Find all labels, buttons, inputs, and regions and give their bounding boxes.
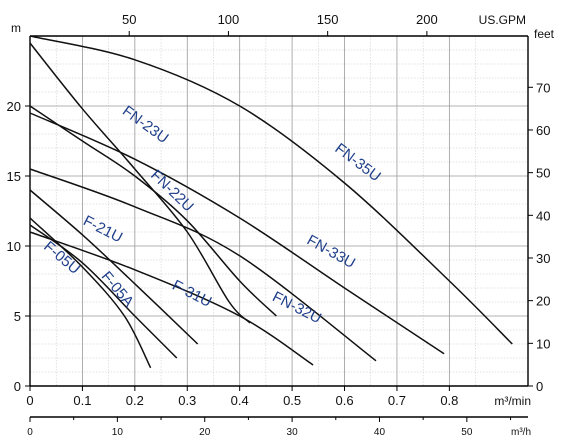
bottom-axis-tick-label: 0.7 bbox=[388, 393, 406, 408]
right-axis-tick-label: 40 bbox=[536, 208, 550, 223]
right-axis-tick-label: 70 bbox=[536, 80, 550, 95]
series-label-f-21u: F-21U bbox=[80, 212, 125, 246]
bottom2-axis-tick-label: 40 bbox=[374, 427, 386, 438]
curve-fn-35u bbox=[29, 35, 513, 345]
right-axis-tick-label: 50 bbox=[536, 166, 550, 181]
curve-f-05u bbox=[29, 217, 152, 369]
bottom-axis-tick-label: 0.3 bbox=[178, 393, 196, 408]
left-axis-tick-label: 0 bbox=[14, 379, 21, 394]
right-axis-tick-label: 30 bbox=[536, 251, 550, 266]
bottom-axis-tick-label: 0.5 bbox=[283, 393, 301, 408]
bottom2-axis-tick-label: 30 bbox=[287, 427, 299, 438]
right-axis-tick-label: 20 bbox=[536, 294, 550, 309]
bottom2-axis-unit-label: m³/h bbox=[511, 427, 531, 438]
top-axis-tick-label: 150 bbox=[317, 12, 339, 27]
top-axis-tick-label: 50 bbox=[122, 12, 136, 27]
curve-fn-22u bbox=[29, 105, 277, 317]
left-axis-tick-label: 20 bbox=[7, 99, 21, 114]
bottom-axis-tick-label: 0.4 bbox=[231, 393, 249, 408]
bottom2-axis-tick-label: 20 bbox=[199, 427, 211, 438]
bottom2-axis-tick-label: 50 bbox=[461, 427, 473, 438]
bottom-axis-tick-label: 0.8 bbox=[440, 393, 458, 408]
top-axis-tick-label: 100 bbox=[218, 12, 240, 27]
bottom-axis-tick-label: 0.2 bbox=[126, 393, 144, 408]
curve-fn-32u bbox=[29, 168, 377, 362]
curve-f-31u bbox=[29, 231, 314, 366]
bottom-axis-tick-label: 0.1 bbox=[73, 393, 91, 408]
bottom-axis-tick-label: 0.6 bbox=[335, 393, 353, 408]
curve-f-05a bbox=[29, 224, 178, 359]
series-label-fn-32u: FN-32U bbox=[270, 288, 325, 327]
bottom-axis-unit-label: m³/min bbox=[494, 394, 531, 408]
top-axis-tick-label: 200 bbox=[416, 12, 438, 27]
series-label-fn-23u: FN-23U bbox=[119, 102, 171, 147]
bottom2-axis-tick-label: 0 bbox=[27, 427, 33, 438]
curve-fn-23u bbox=[29, 42, 251, 324]
right-axis-unit-label: feet bbox=[534, 27, 555, 41]
bottom2-axis-tick-label: 10 bbox=[112, 427, 124, 438]
left-axis-tick-label: 15 bbox=[7, 169, 21, 184]
left-axis-tick-label: 5 bbox=[14, 309, 21, 324]
right-axis-tick-label: 0 bbox=[536, 379, 543, 394]
left-axis-tick-label: 10 bbox=[7, 239, 21, 254]
curve-fn-33u bbox=[29, 112, 445, 355]
bottom-axis-tick-label: 0 bbox=[26, 393, 33, 408]
top-axis-unit-label: US.GPM bbox=[479, 13, 526, 27]
right-axis-tick-label: 10 bbox=[536, 336, 550, 351]
right-axis-tick-label: 60 bbox=[536, 123, 550, 138]
left-axis-unit-label: m bbox=[11, 21, 21, 35]
series-label-f-31u: F-31U bbox=[169, 277, 214, 311]
